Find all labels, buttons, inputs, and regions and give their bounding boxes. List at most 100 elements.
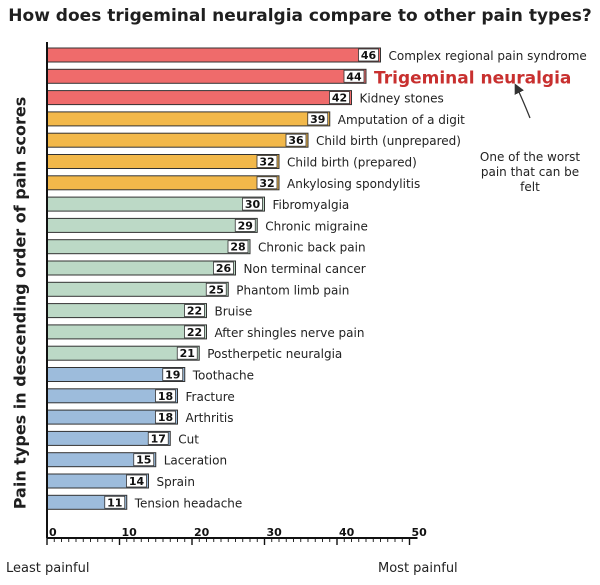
value-box-child-birth-prepared <box>256 155 278 168</box>
category-label-child-birth-unprepared: Child birth (unprepared) <box>316 134 461 148</box>
bar-after-shingles-nerve-pain <box>46 324 207 340</box>
x-tick-label-50: 50 <box>412 526 428 539</box>
category-label-trigeminal-neuralgia: Trigeminal neuralgia <box>374 68 571 88</box>
value-box-child-birth-unprepared <box>285 133 307 147</box>
value-label-postherpetic-neuralgia: 21 <box>180 347 195 360</box>
bar-row-bruise: 22 Bruise <box>46 303 253 319</box>
category-label-sprain: Sprain <box>157 475 195 489</box>
bar-child-birth-prepared <box>46 154 280 169</box>
most-painful-label: Most painful <box>378 561 458 576</box>
bar-row-child-birth-prepared: 32 Child birth (prepared) <box>46 154 417 170</box>
bar-row-postherpetic-neuralgia: 21 Postherpetic neuralgia <box>46 345 342 361</box>
value-box-non-terminal-cancer <box>213 261 234 275</box>
category-label-kidney-stones: Kidney stones <box>360 92 444 106</box>
value-box-amputation-of-a-digit <box>307 112 329 126</box>
category-label-toothache: Toothache <box>192 369 254 383</box>
bar-trigeminal-neuralgia <box>46 68 367 84</box>
value-label-kidney-stones: 42 <box>332 92 347 105</box>
value-box-trigeminal-neuralgia <box>343 69 365 83</box>
value-label-arthritis: 18 <box>158 411 173 424</box>
category-label-non-terminal-cancer: Non terminal cancer <box>244 262 366 276</box>
bar-child-birth-unprepared <box>46 132 309 148</box>
value-box-tension-headache <box>104 495 126 509</box>
category-label-child-birth-prepared: Child birth (prepared) <box>287 156 417 170</box>
bar-non-terminal-cancer <box>46 260 236 276</box>
value-label-complex-regional-pain-syndrome: 46 <box>361 49 377 62</box>
category-label-ankylosing-spondylitis: Ankylosing spondylitis <box>287 177 420 191</box>
bar-row-sprain: 14 Sprain <box>46 473 195 489</box>
bar-row-cut: 17 Cut <box>46 430 199 446</box>
category-label-cut: Cut <box>178 432 199 446</box>
bar-kidney-stones <box>46 90 352 106</box>
bars-layer: 46 Complex regional pain syndrome 44 Trigem… <box>46 47 587 510</box>
bar-row-chronic-back-pain: 28 Chronic back pain <box>46 239 366 255</box>
category-label-bruise: Bruise <box>215 305 253 319</box>
value-box-complex-regional-pain-syndrome <box>358 48 379 62</box>
bar-fibromyalgia <box>46 196 265 212</box>
annotation-arrow <box>514 83 531 119</box>
category-label-tension-headache: Tension headache <box>134 496 243 510</box>
value-box-fracture <box>155 389 176 403</box>
value-label-toothache: 19 <box>165 369 180 382</box>
x-tick-label-40: 40 <box>339 526 355 539</box>
x-tick-label-20: 20 <box>194 526 210 539</box>
value-box-after-shingles-nerve-pain <box>184 325 205 339</box>
bar-row-ankylosing-spondylitis: 32 Ankylosing spondylitis <box>46 175 420 191</box>
category-label-fracture: Fracture <box>186 390 235 404</box>
value-label-after-shingles-nerve-pain: 22 <box>187 326 202 339</box>
x-tick-label-10: 10 <box>122 526 138 539</box>
category-label-phantom-limb-pain: Phantom limb pain <box>236 283 349 297</box>
value-label-laceration: 15 <box>136 454 151 467</box>
value-label-fibromyalgia: 30 <box>245 198 261 211</box>
category-label-chronic-migraine: Chronic migraine <box>265 219 368 233</box>
value-label-child-birth-unprepared: 36 <box>288 134 304 147</box>
bar-postherpetic-neuralgia <box>46 345 200 361</box>
x-tick-label-30: 30 <box>267 526 283 539</box>
annotation-note: One of the worst pain that can be felt <box>479 150 581 194</box>
bar-row-fibromyalgia: 30 Fibromyalgia <box>46 196 350 212</box>
bar-chronic-migraine <box>46 217 258 233</box>
value-box-arthritis <box>155 410 176 424</box>
value-box-fibromyalgia <box>242 197 263 211</box>
value-box-sprain <box>126 474 147 488</box>
value-label-chronic-migraine: 29 <box>238 219 253 232</box>
bar-row-chronic-migraine: 29 Chronic migraine <box>46 217 368 233</box>
value-box-chronic-back-pain <box>227 240 249 254</box>
bar-row-amputation-of-a-digit: 39 Amputation of a digit <box>46 111 465 127</box>
category-label-fibromyalgia: Fibromyalgia <box>273 198 350 212</box>
least-painful-label: Least painful <box>6 561 90 576</box>
value-box-toothache <box>162 368 184 381</box>
value-label-sprain: 14 <box>129 475 145 488</box>
bar-amputation-of-a-digit <box>46 111 331 127</box>
bar-ankylosing-spondylitis <box>46 175 280 191</box>
bar-row-laceration: 15 Laceration <box>46 452 227 468</box>
value-label-cut: 17 <box>151 432 166 445</box>
bar-row-non-terminal-cancer: 26 Non terminal cancer <box>46 260 366 276</box>
bar-row-trigeminal-neuralgia: 44 Trigeminal neuralgia <box>46 68 571 88</box>
value-label-phantom-limb-pain: 25 <box>209 283 224 296</box>
x-axis: 0 10 20 30 40 50 <box>46 42 428 545</box>
category-label-chronic-back-pain: Chronic back pain <box>258 241 366 255</box>
bar-row-fracture: 18 Fracture <box>46 388 235 404</box>
value-box-ankylosing-spondylitis <box>256 176 278 190</box>
category-label-complex-regional-pain-syndrome: Complex regional pain syndrome <box>389 49 587 63</box>
chart-title: How does trigeminal neuralgia compare to… <box>8 6 592 26</box>
bar-row-kidney-stones: 42 Kidney stones <box>46 90 444 106</box>
value-label-child-birth-prepared: 32 <box>259 156 274 169</box>
value-box-chronic-migraine <box>234 218 256 232</box>
value-label-fracture: 18 <box>158 390 173 403</box>
bar-row-complex-regional-pain-syndrome: 46 Complex regional pain syndrome <box>46 47 587 63</box>
value-box-cut <box>147 431 169 445</box>
bar-chronic-back-pain <box>46 239 251 255</box>
value-box-bruise <box>184 304 205 318</box>
value-label-chronic-back-pain: 28 <box>230 241 245 254</box>
category-label-laceration: Laceration <box>164 454 227 468</box>
value-label-tension-headache: 11 <box>107 496 122 509</box>
value-label-trigeminal-neuralgia: 44 <box>346 70 362 83</box>
value-label-non-terminal-cancer: 26 <box>216 262 232 275</box>
category-label-postherpetic-neuralgia: Postherpetic neuralgia <box>207 347 342 361</box>
category-label-amputation-of-a-digit: Amputation of a digit <box>338 113 465 127</box>
category-label-after-shingles-nerve-pain: After shingles nerve pain <box>215 326 365 340</box>
bar-row-tension-headache: 11 Tension headache <box>46 494 243 510</box>
